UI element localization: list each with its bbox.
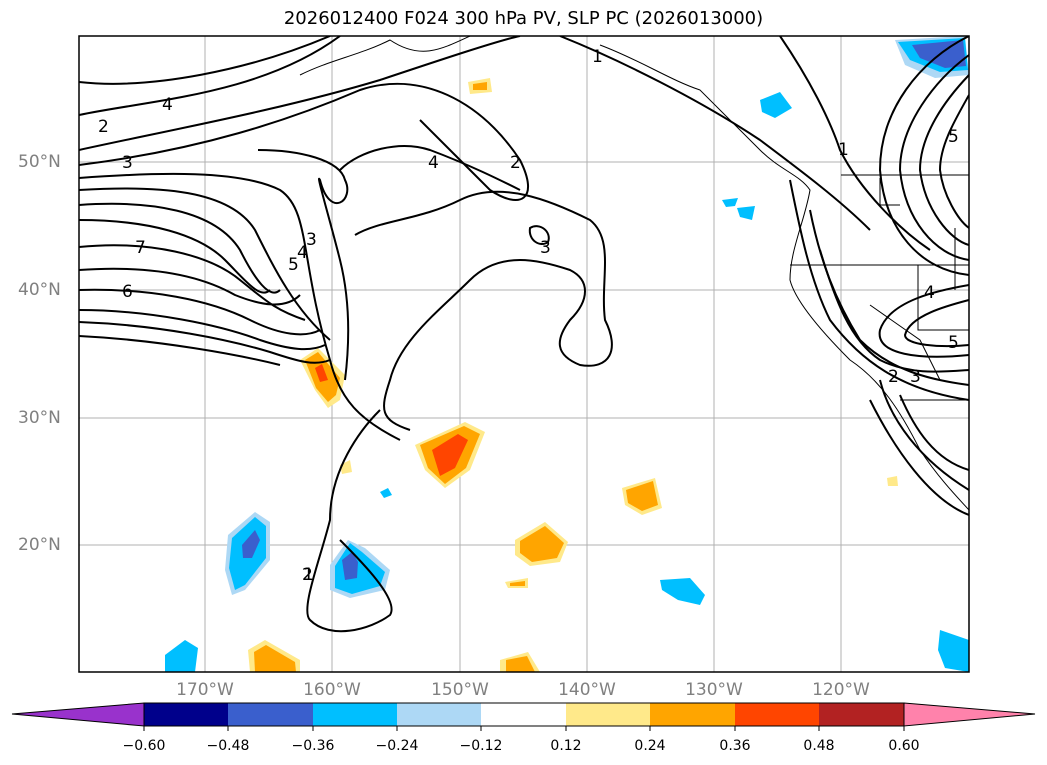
colorbar-box <box>313 703 397 726</box>
contour-label: 5 <box>948 333 959 353</box>
colorbar-tick: 0.36 <box>719 738 751 754</box>
colorbar-tick: 0.12 <box>550 738 582 754</box>
lat-label-30n: 30°N <box>18 408 61 428</box>
contour-label: 2 <box>888 367 899 387</box>
colorbar-tick: −0.48 <box>206 738 250 754</box>
pv-blob <box>342 552 358 580</box>
contour-label: 7 <box>135 238 146 258</box>
contour-label: 2 <box>98 117 109 137</box>
contour-label: 3 <box>306 230 317 250</box>
contour-label: 1 <box>592 47 603 67</box>
pv-blob <box>626 481 658 511</box>
colorbar-tick: −0.36 <box>291 738 335 754</box>
contour-label: 2 <box>302 565 313 585</box>
map-title: 2026012400 F024 300 hPa PV, SLP PC (2026… <box>283 8 764 29</box>
lat-label-50n: 50°N <box>18 152 61 172</box>
contour-label: 1 <box>838 140 849 160</box>
slp-contours <box>79 36 969 633</box>
colorbar-tick: 0.60 <box>888 738 920 754</box>
colorbar-box <box>228 703 313 726</box>
colorbar-box <box>819 703 904 726</box>
colorbar-box <box>144 703 228 726</box>
pv-blob <box>432 434 468 476</box>
pv-blob <box>520 526 564 562</box>
contour-label: 1 <box>303 565 314 585</box>
colorbar <box>11 702 1036 731</box>
contour-label: 6 <box>122 282 133 302</box>
colorbar-box <box>481 703 566 726</box>
lat-label-40n: 40°N <box>18 280 61 300</box>
contour-label: 4 <box>428 153 439 173</box>
pv-blob <box>722 198 738 207</box>
lon-label-170w: 170°W <box>176 680 234 700</box>
lon-label-130w: 130°W <box>685 680 743 700</box>
pv-blob <box>242 530 260 558</box>
colorbar-box <box>735 703 819 726</box>
colorbar-box <box>397 703 481 726</box>
pv-blob <box>315 364 328 382</box>
pv-blob <box>506 656 535 672</box>
contour-label: 3 <box>122 153 133 173</box>
coastlines <box>299 36 969 511</box>
contour-label: 4 <box>924 283 935 303</box>
colorbar-box <box>566 703 650 726</box>
pv-blob <box>887 476 898 486</box>
contour-label: 4 <box>297 243 308 263</box>
pv-blobs <box>165 36 969 672</box>
contour-label: 2 <box>510 153 521 173</box>
lon-label-140w: 140°W <box>558 680 616 700</box>
colorbar-extend-low <box>11 702 145 727</box>
colorbar-tick: −0.60 <box>122 738 166 754</box>
lat-label-20n: 20°N <box>18 535 61 555</box>
contour-labels: 1 2 4 3 2 4 3 7 6 3 4 5 2 1 1 5 4 5 2 3 <box>98 47 959 585</box>
pv-blob <box>473 82 487 90</box>
pv-blob <box>737 206 755 220</box>
colorbar-tick: −0.12 <box>459 738 503 754</box>
contour-label: 3 <box>910 367 921 387</box>
colorbar-tick: 0.24 <box>634 738 666 754</box>
colorbar-extend-high <box>903 702 1036 727</box>
gridlines <box>79 36 969 672</box>
map-frame <box>78 35 970 673</box>
lon-label-150w: 150°W <box>431 680 489 700</box>
colorbar-tick: 0.48 <box>803 738 835 754</box>
pv-blob <box>938 630 969 672</box>
pv-blob <box>380 488 392 498</box>
lon-label-120w: 120°W <box>812 680 870 700</box>
contour-label: 3 <box>540 238 551 258</box>
contour-label: 5 <box>288 255 299 275</box>
colorbar-tick: −0.24 <box>375 738 419 754</box>
pv-blob <box>760 92 792 118</box>
colorbar-box <box>650 703 735 726</box>
pv-blob <box>660 578 705 605</box>
contour-label: 4 <box>162 95 173 115</box>
pv-blob <box>254 645 296 672</box>
pv-blob <box>510 581 525 586</box>
lon-label-160w: 160°W <box>303 680 361 700</box>
pv-blob <box>165 640 198 672</box>
contour-label: 5 <box>948 127 959 147</box>
